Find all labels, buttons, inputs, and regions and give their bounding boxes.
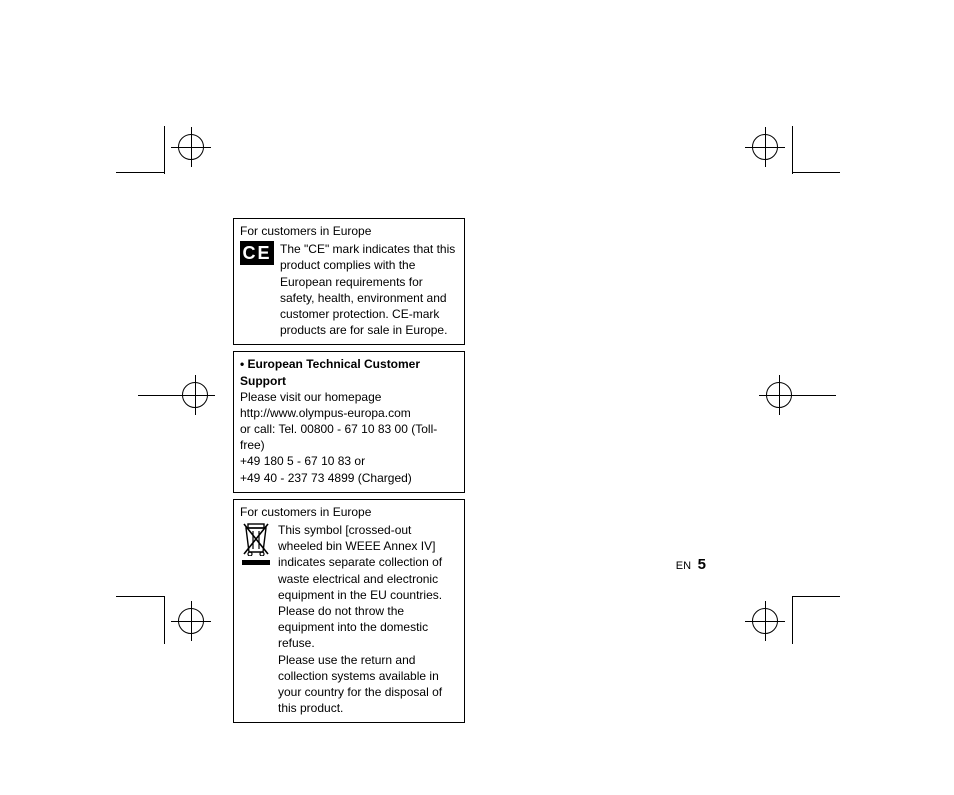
ce-mark-icon: CE <box>240 241 274 265</box>
crop-mark-br <box>760 588 820 648</box>
support-line1: Please visit our homepage <box>240 389 458 405</box>
crop-mark-ml <box>138 365 198 425</box>
support-title: European Technical Customer Support <box>240 356 458 388</box>
support-url: http://www.olympus-europa.com <box>240 405 458 421</box>
crop-mark-tl <box>116 116 176 176</box>
page-footer: EN 5 <box>676 555 706 575</box>
support-phone3: +49 40 - 237 73 4899 (Charged) <box>240 470 458 486</box>
ce-box: For customers in Europe CE The "CE" mark… <box>233 218 465 345</box>
ce-box-text: The "CE" mark indicates that this produc… <box>280 241 458 338</box>
content-area: For customers in Europe CE The "CE" mark… <box>233 218 465 729</box>
weee-icon <box>240 522 272 565</box>
weee-box: For customers in Europe <box>233 499 465 723</box>
weee-box-text: This symbol [crossed-out wheeled bin WEE… <box>278 522 458 716</box>
support-box: European Technical Customer Support Plea… <box>233 351 465 493</box>
footer-page: 5 <box>698 556 706 573</box>
weee-box-header: For customers in Europe <box>240 504 458 520</box>
crop-mark-mr <box>756 365 816 425</box>
ce-box-header: For customers in Europe <box>240 223 458 239</box>
support-phone1: or call: Tel. 00800 - 67 10 83 00 (Toll-… <box>240 421 458 453</box>
crop-mark-bl <box>116 588 176 648</box>
crop-mark-tr <box>760 116 820 176</box>
support-phone2: +49 180 5 - 67 10 83 or <box>240 453 458 469</box>
footer-lang: EN <box>676 560 691 572</box>
